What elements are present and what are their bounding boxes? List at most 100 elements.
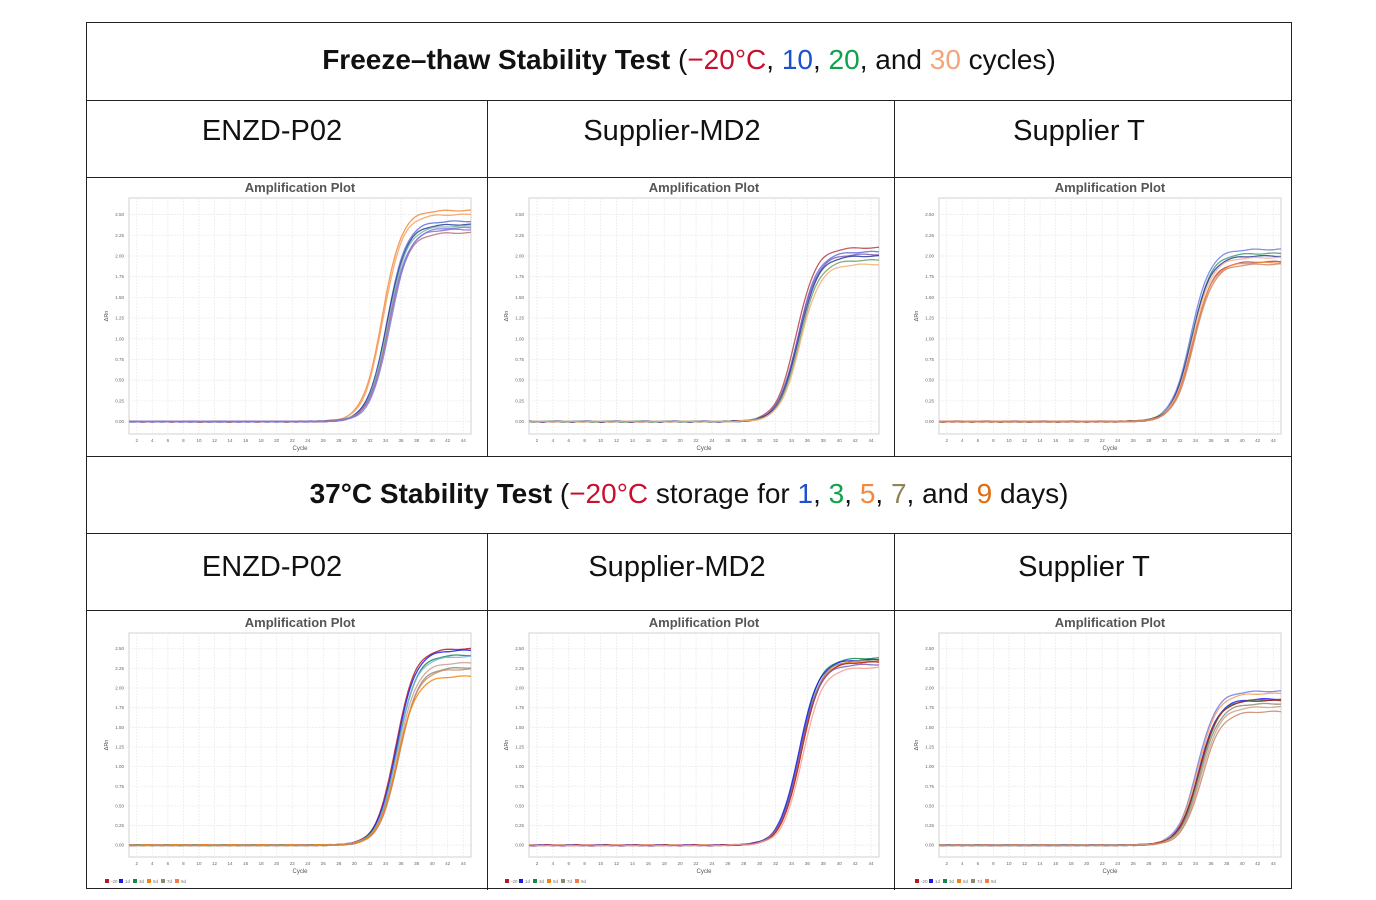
x-tick-label: 22 [290,861,296,866]
x-tick-label: 8 [992,861,995,866]
divider [87,177,1291,178]
legend-swatch [547,879,551,883]
x-tick-label: 34 [1193,438,1199,443]
x-tick-label: 2 [946,438,949,443]
y-tick-label: 1.50 [115,295,124,300]
legend-label: -20 [111,879,118,884]
divider [487,100,488,456]
y-tick-label: 1.25 [515,744,524,749]
y-tick-label: 0.50 [115,378,124,383]
x-tick-label: 2 [536,438,539,443]
x-tick-label: 24 [1115,861,1121,866]
x-tick-label: 26 [725,861,731,866]
product-label: Supplier T [1013,115,1145,147]
y-axis-label: ΔRn [914,740,920,751]
y-tick-label: 0.75 [925,784,934,789]
legend-label: 9d [581,879,587,884]
amplification-curve [938,705,1282,847]
x-tick-label: 36 [805,438,811,443]
product-label: Supplier-MD2 [583,115,761,147]
x-tick-label: 10 [1006,861,1012,866]
x-tick-label: 6 [568,861,571,866]
x-tick-label: 2 [136,438,139,443]
amplification-curve [938,263,1282,423]
x-tick-label: 4 [552,438,555,443]
text: ( [552,478,570,509]
x-tick-label: 8 [583,438,586,443]
chart-title: Amplification Plot [1055,615,1166,630]
y-tick-label: 1.50 [515,725,524,730]
y-tick-label: 1.25 [925,744,934,749]
x-axis-label: Cycle [1102,446,1118,452]
x-tick-label: 24 [709,438,715,443]
x-tick-label: 10 [196,861,202,866]
y-tick-label: 2.00 [515,253,524,258]
x-tick-label: 12 [1022,861,1028,866]
x-tick-label: 38 [414,861,420,866]
y-axis-label: ΔRn [104,740,110,751]
chart-title: Amplification Plot [245,615,356,630]
section-title-37c: 37°C Stability Test (−20°C storage for 1… [87,478,1291,510]
text: , [875,478,891,509]
divider [894,533,895,890]
temp-value: −20°C [687,44,767,75]
x-tick-label: 16 [243,438,249,443]
x-tick-label: 28 [1146,438,1152,443]
y-tick-label: 2.00 [115,253,124,258]
amplification-curve [128,226,472,423]
legend-label: 7d [567,879,573,884]
x-tick-label: 2 [136,861,139,866]
x-tick-label: 44 [869,438,875,443]
y-tick-label: 2.50 [115,646,124,651]
y-tick-label: 1.00 [115,336,124,341]
x-tick-label: 10 [1006,438,1012,443]
legend-swatch [533,879,537,883]
x-tick-label: 24 [709,861,715,866]
x-tick-label: 34 [383,438,389,443]
days-3: 3 [828,478,845,509]
x-tick-label: 4 [961,438,964,443]
x-tick-label: 32 [367,438,373,443]
product-label: Supplier T [1018,551,1150,583]
legend-swatch [575,879,579,883]
y-tick-label: 1.75 [115,705,124,710]
days-7: 7 [890,478,907,509]
legend-swatch [971,879,975,883]
x-tick-label: 12 [212,438,218,443]
amplification-plot-6: Amplification Plot 2 4 6 8 10 12 14 16 18 20 22 24 26… [907,613,1287,887]
x-tick-label: 20 [1084,861,1090,866]
legend-swatch [161,879,165,883]
text: , and [906,478,977,509]
legend-label: 3d [949,879,955,884]
section-title-bold: Freeze–thaw Stability Test [322,44,671,75]
legend-swatch [147,879,151,883]
amplification-plot-3: Amplification Plot 2 4 6 8 10 12 14 16 18 20 22 24 26… [907,178,1287,454]
plot-area [938,632,1282,858]
legend-label: 5d [153,879,159,884]
y-tick-label: 0.25 [515,823,524,828]
x-tick-label: 26 [1131,438,1137,443]
x-tick-label: 20 [678,861,684,866]
y-tick-label: 1.00 [515,764,524,769]
x-tick-label: 6 [167,861,170,866]
x-tick-label: 32 [367,861,373,866]
x-tick-label: 6 [977,861,980,866]
days-1: 1 [797,478,814,509]
y-tick-label: 0.00 [115,843,124,848]
legend-swatch [519,879,523,883]
section-title-bold: 37°C Stability Test [309,478,553,509]
x-tick-label: 36 [399,438,405,443]
y-tick-label: 1.25 [115,316,124,321]
x-tick-label: 34 [789,861,795,866]
x-tick-label: 4 [961,861,964,866]
x-tick-label: 8 [583,861,586,866]
legend-swatch [985,879,989,883]
x-tick-label: 40 [837,861,843,866]
y-tick-label: 2.25 [115,233,124,238]
x-tick-label: 22 [1100,438,1106,443]
x-tick-label: 24 [305,438,311,443]
x-tick-label: 34 [789,438,795,443]
y-tick-label: 0.25 [515,398,524,403]
x-tick-label: 34 [1193,861,1199,866]
legend-label: -20 [511,879,518,884]
